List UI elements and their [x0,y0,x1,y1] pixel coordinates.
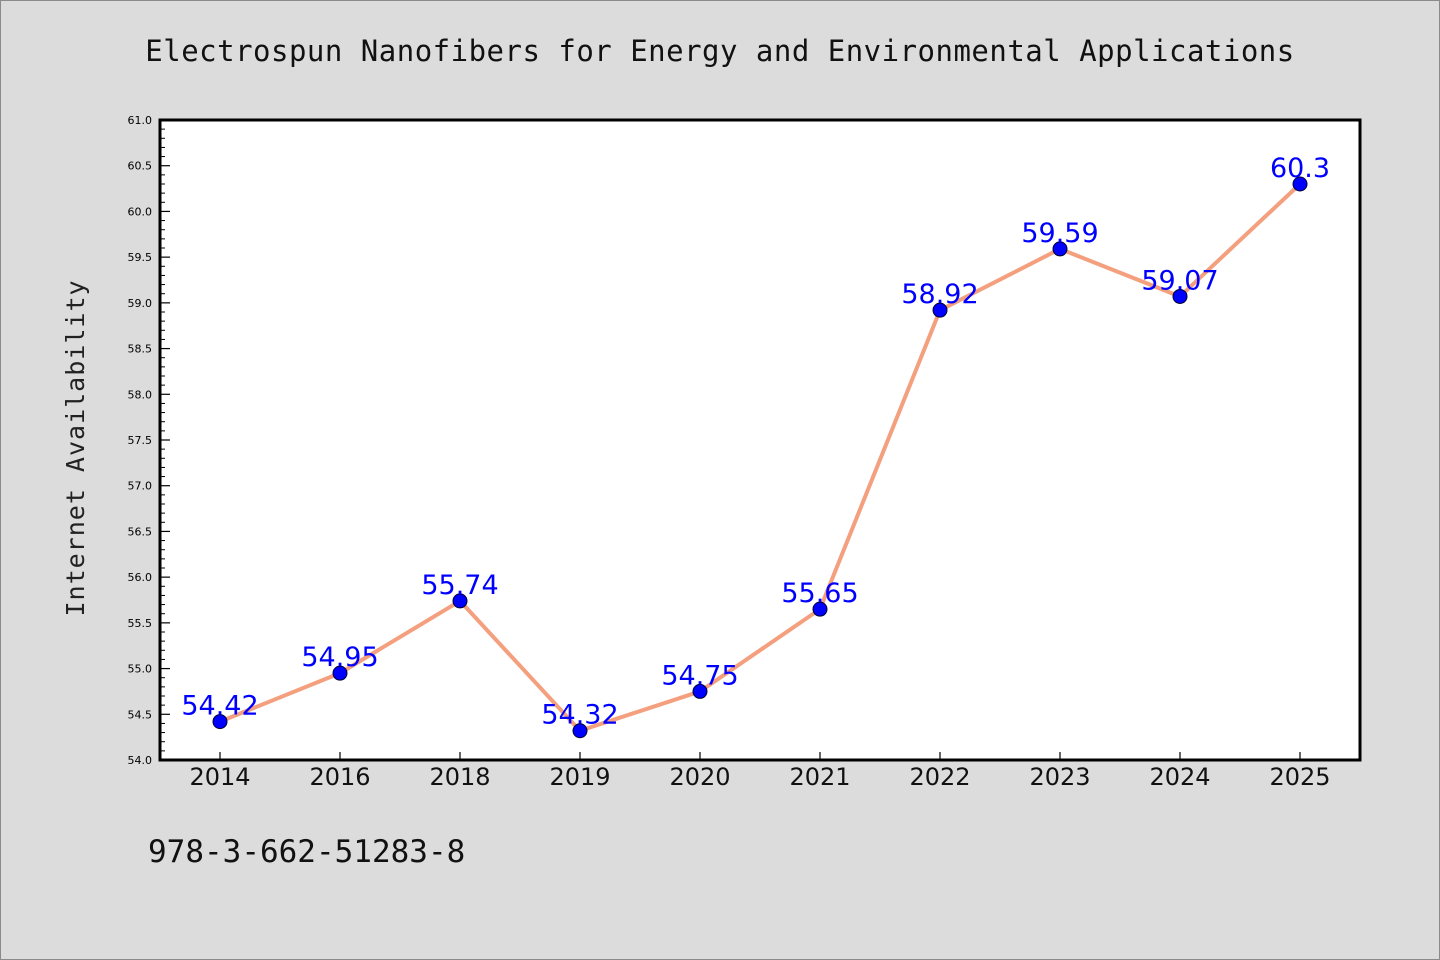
chart-title: Electrospun Nanofibers for Energy and En… [145,34,1295,68]
x-tick-label: 2020 [669,763,730,791]
x-tick-label: 2022 [909,763,970,791]
data-value-label: 54.75 [661,660,738,691]
x-tick-label: 2021 [789,763,850,791]
y-tick-label: 57.0 [128,480,153,493]
plot-area [160,120,1360,760]
y-tick-label: 57.5 [128,434,153,447]
y-tick-label: 56.5 [128,525,153,538]
data-point-marker [212,714,228,730]
data-point-marker [812,601,828,617]
data-value-label: 54.32 [541,700,618,731]
y-axis-title: Internet Availability [61,279,90,616]
y-tick-label: 59.5 [128,251,153,264]
y-tick-label: 55.0 [128,663,153,676]
y-tick-label: 60.5 [128,160,153,173]
y-tick-label: 58.0 [128,388,153,401]
plot-border [158,118,1362,762]
x-tick-label: 2024 [1149,763,1210,791]
data-point-marker [1292,176,1308,192]
isbn-code: 978-3-662-51283-8 [148,834,466,870]
y-tick-label: 54.0 [128,754,153,767]
data-value-label: 55.65 [781,578,858,609]
data-point-marker [1052,241,1068,257]
y-tick-label: 61.0 [128,114,153,127]
data-markers [212,176,1308,739]
y-tick-label: 60.0 [128,205,153,218]
y-tick-label: 56.0 [128,571,153,584]
data-point-marker [572,723,588,739]
y-axis-ticks: 54.0 54.5 55.0 55.5 56.0 56.5 57.0 57.5 58.0 58.5… [128,114,170,767]
data-labels: 54.42 54.95 55.74 54.32 54.75 55.65 58.92 59.59… [181,153,1330,731]
data-value-label: 54.42 [181,691,258,722]
x-tick-label: 2019 [549,763,610,791]
data-value-label: 59.59 [1021,218,1098,249]
y-tick-label: 55.5 [128,617,153,630]
data-value-label: 54.95 [301,642,378,673]
x-tick-label: 2016 [309,763,370,791]
data-point-marker [692,683,708,699]
y-tick-label: 54.5 [128,708,153,721]
data-point-marker [452,593,468,609]
y-tick-label: 59.0 [128,297,153,310]
data-point-marker [1172,288,1188,304]
x-tick-label: 2023 [1029,763,1090,791]
y-tick-label: 58.5 [128,343,153,356]
data-value-label: 59.07 [1141,265,1218,296]
x-axis-ticks: 2014 2016 2018 2019 2020 2021 2022 2023 2024 2025 [189,752,1331,791]
data-value-label: 58.92 [901,279,978,310]
x-tick-label: 2014 [189,763,250,791]
data-value-label: 60.3 [1270,153,1330,184]
data-point-marker [932,302,948,318]
series-line [218,182,1302,733]
x-tick-label: 2025 [1269,763,1330,791]
x-tick-label: 2018 [429,763,490,791]
data-value-label: 55.74 [421,570,498,601]
data-point-marker [332,665,348,681]
